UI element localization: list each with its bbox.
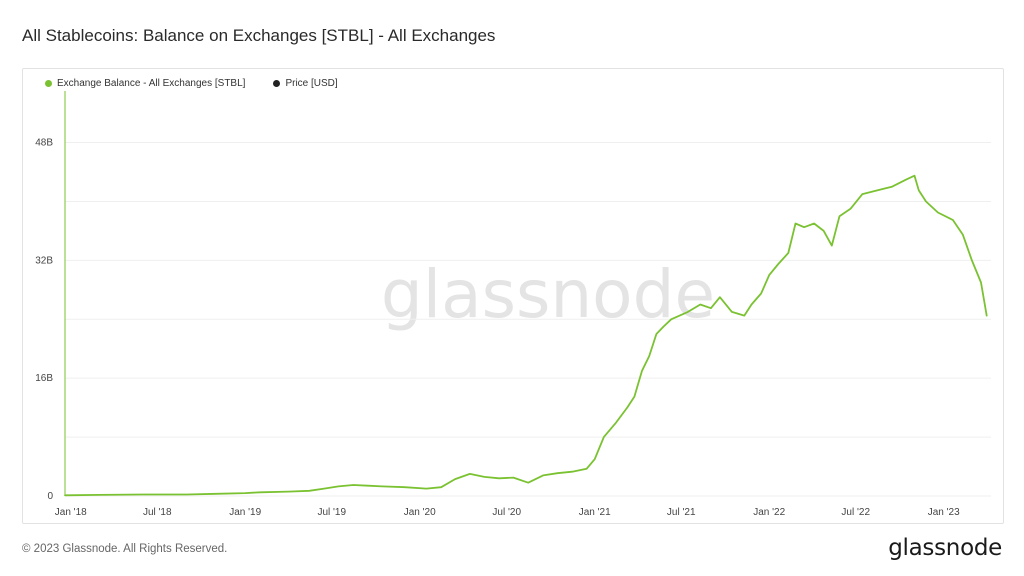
x-tick-label: Jan '19 <box>229 507 261 518</box>
x-tick-label: Jan '23 <box>928 507 960 518</box>
legend-item-price[interactable]: Price [USD] <box>273 78 338 89</box>
legend-item-exchange-balance[interactable]: Exchange Balance - All Exchanges [STBL] <box>45 78 245 89</box>
legend-dot-balance <box>45 80 52 87</box>
legend-dot-price <box>273 80 281 87</box>
x-tick-label: Jul '19 <box>317 507 346 518</box>
series-line-exchange-balance <box>64 174 988 497</box>
glassnode-logo[interactable]: glassnode <box>888 535 1002 561</box>
x-tick-label: Jul '20 <box>492 507 521 518</box>
legend-label-price: Price [USD] <box>285 78 338 89</box>
x-tick-label: Jul '21 <box>667 507 696 518</box>
x-tick-label: Jan '18 <box>55 507 87 518</box>
x-tick-label: Jan '20 <box>404 507 436 518</box>
y-tick-label: 32B <box>35 255 53 266</box>
chart-legend: Exchange Balance - All Exchanges [STBL] … <box>45 78 338 89</box>
y-tick-label: 0 <box>47 491 53 502</box>
y-tick-label: 16B <box>35 373 53 384</box>
x-tick-label: Jan '21 <box>579 507 611 518</box>
x-tick-label: Jul '18 <box>143 507 172 518</box>
x-tick-label: Jan '22 <box>753 507 785 518</box>
legend-label-balance: Exchange Balance - All Exchanges [STBL] <box>57 78 246 89</box>
watermark-text: glassnode <box>381 256 715 333</box>
chart-plot-area: glassnode 0 16B 32B 48B Jan '18 Jul '18 Jan '19… <box>35 91 991 518</box>
y-tick-label: 48B <box>35 138 53 149</box>
x-tick-label: Jul '22 <box>841 507 870 518</box>
chart-panel: Exchange Balance - All Exchanges [STBL] … <box>22 68 1004 524</box>
chart-title: All Stablecoins: Balance on Exchanges [S… <box>22 26 496 45</box>
copyright-footer: © 2023 Glassnode. All Rights Reserved. <box>22 543 228 555</box>
